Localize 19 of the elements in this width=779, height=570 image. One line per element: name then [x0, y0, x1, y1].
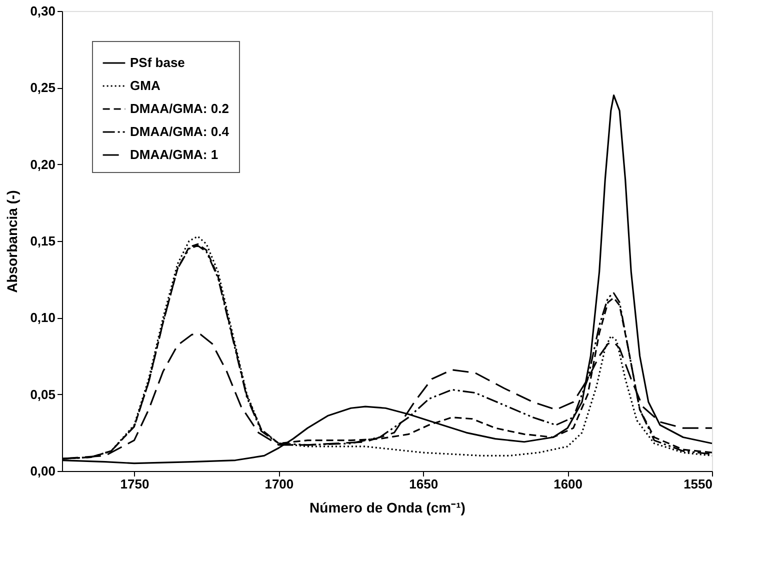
y-axis-title: Absorbancia (-) — [4, 190, 20, 293]
y-tick-label: 0,00 — [30, 464, 56, 478]
y-tick-label: 0,20 — [30, 156, 56, 172]
x-tick-label: 1700 — [264, 476, 294, 492]
x-tick-label: 1750 — [120, 476, 150, 492]
x-tick-label: 1550 — [684, 476, 712, 492]
y-tick-label: 0,10 — [30, 310, 56, 326]
y-tick-label: 0,25 — [30, 80, 56, 96]
x-tick-label: 1600 — [554, 476, 583, 492]
legend-label: DMAA/GMA: 1 — [130, 147, 218, 162]
y-tick-label: 0,15 — [30, 234, 56, 248]
y-tick-label: 0,30 — [30, 4, 56, 18]
x-axis-title: Número de Onda (cm⁻¹) — [310, 500, 466, 516]
y-tick-label: 0,05 — [30, 386, 56, 402]
legend-label: DMAA/GMA: 0.2 — [130, 101, 229, 116]
x-tick-label: 1650 — [409, 476, 438, 492]
legend-label: PSf base — [130, 55, 185, 70]
legend-label: DMAA/GMA: 0.4 — [130, 124, 230, 139]
legend-label: GMA — [130, 78, 161, 93]
